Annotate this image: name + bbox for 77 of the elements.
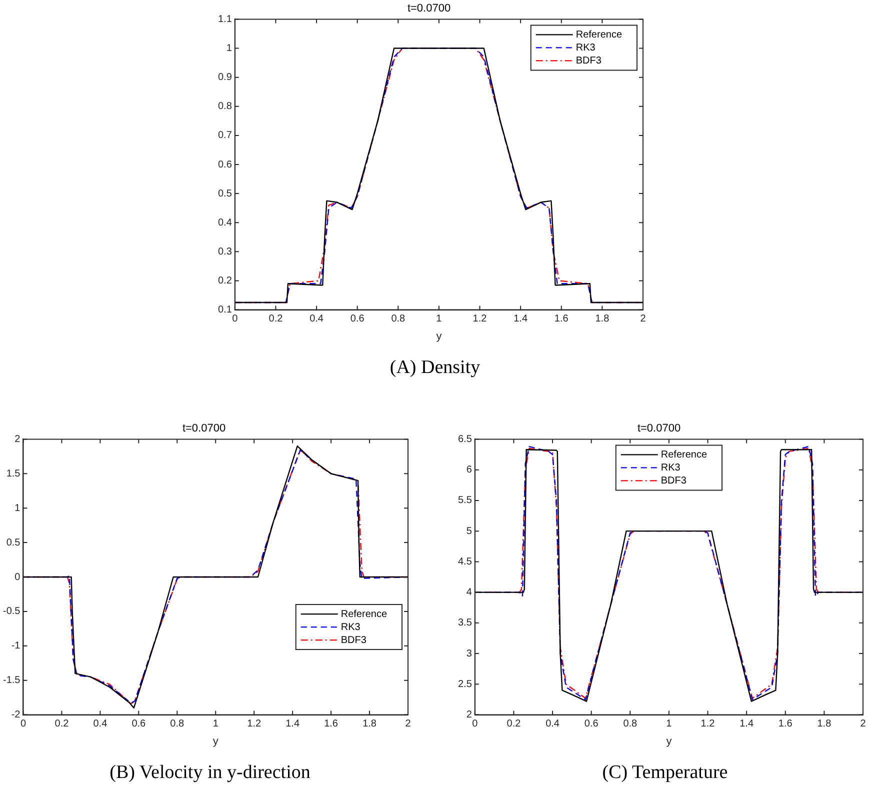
legend-label: RK3 <box>576 42 596 54</box>
legend-label: Reference <box>576 29 622 40</box>
x-tick-label: 0.6 <box>132 718 146 730</box>
x-tick-label: 1.6 <box>554 314 569 325</box>
x-tick-label: 1 <box>436 314 442 325</box>
x-tick-label: 2 <box>405 718 412 730</box>
x-tick-label: 0.2 <box>54 718 70 730</box>
legend-label: BDF3 <box>340 634 367 646</box>
x-tick-label: 0.6 <box>584 718 599 730</box>
y-tick-label: 1.5 <box>6 468 21 480</box>
y-tick-label: 2 <box>466 710 472 721</box>
y-tick-label: 0.5 <box>6 537 21 548</box>
y-tick-label: 2.5 <box>458 678 472 690</box>
y-tick-label: -1.5 <box>2 675 21 686</box>
x-tick-label: 1.8 <box>595 314 610 325</box>
y-tick-label: 4.5 <box>458 556 472 568</box>
x-axis-title: y <box>212 735 219 748</box>
x-tick-label: 1.2 <box>472 314 488 325</box>
y-tick-label: 0.1 <box>218 304 232 316</box>
y-tick-label: 6.5 <box>458 434 472 445</box>
x-tick-label: 1.6 <box>778 718 793 730</box>
x-tick-label: 0.8 <box>623 718 638 730</box>
x-tick-label: 0.4 <box>310 314 324 325</box>
y-tick-label: 3 <box>466 648 472 660</box>
x-tick-label: 1 <box>666 718 672 730</box>
x-tick-label: 0.2 <box>268 314 284 325</box>
chart-title: t=0.0700 <box>407 2 451 15</box>
x-tick-label: 2 <box>640 314 646 325</box>
y-tick-label: -0.5 <box>2 606 21 618</box>
y-tick-label: 0.6 <box>218 159 232 170</box>
x-tick-label: 1.2 <box>700 718 716 730</box>
y-tick-label: 0.2 <box>218 275 232 286</box>
y-tick-label: 0.4 <box>218 217 232 228</box>
x-tick-label: 1.6 <box>324 718 338 730</box>
x-tick-label: 0.8 <box>170 718 185 730</box>
x-tick-label: 1.4 <box>740 718 754 730</box>
x-tick-label: 1.8 <box>362 718 377 730</box>
chart-title: t=0.0700 <box>182 422 226 435</box>
chart-title: t=0.0700 <box>637 422 681 435</box>
text: (B) Velocity in y-direction <box>108 762 312 784</box>
x-tick-label: 0.6 <box>350 314 365 325</box>
legend-label: RK3 <box>340 622 361 633</box>
text: (A) Density <box>388 357 482 379</box>
y-tick-label: 1.1 <box>218 14 232 25</box>
y-tick-label: 6 <box>466 464 472 476</box>
y-tick-label: 0 <box>14 572 21 583</box>
legend-label: Reference <box>660 449 708 460</box>
x-tick-label: 1.4 <box>514 314 528 325</box>
y-tick-label: 3.5 <box>458 618 472 629</box>
legend-label: RK3 <box>660 462 681 474</box>
x-tick-label: 0.8 <box>391 314 406 325</box>
y-tick-label: 4 <box>466 587 472 598</box>
x-tick-label: 0.2 <box>506 718 522 730</box>
y-tick-label: 0.3 <box>218 246 232 258</box>
x-axis-title: y <box>436 330 442 342</box>
x-tick-label: 2 <box>860 718 866 730</box>
x-tick-label: 1.2 <box>247 718 262 730</box>
x-tick-label: 1.4 <box>286 718 300 730</box>
y-tick-label: -2 <box>11 710 21 721</box>
x-axis-title: y <box>666 735 672 748</box>
x-tick-label: 1.8 <box>817 718 832 730</box>
legend-label: Reference <box>340 608 388 620</box>
y-tick-label: 0.8 <box>218 101 232 112</box>
y-tick-label: 2 <box>14 434 21 445</box>
x-tick-label: 0.4 <box>93 718 108 730</box>
y-tick-label: -1 <box>11 640 21 652</box>
y-tick-label: 5 <box>466 526 472 537</box>
y-tick-label: 0.9 <box>218 72 232 84</box>
legend-label: BDF3 <box>660 475 687 486</box>
y-tick-label: 1 <box>226 43 232 54</box>
y-tick-label: 1 <box>14 502 21 514</box>
y-tick-label: 5.5 <box>458 495 472 506</box>
y-tick-label: 0.7 <box>218 130 232 142</box>
text: (C) Temperature <box>601 762 729 784</box>
y-tick-label: 0.5 <box>218 188 232 200</box>
legend-label: BDF3 <box>576 55 602 66</box>
x-tick-label: 0.4 <box>546 718 560 730</box>
